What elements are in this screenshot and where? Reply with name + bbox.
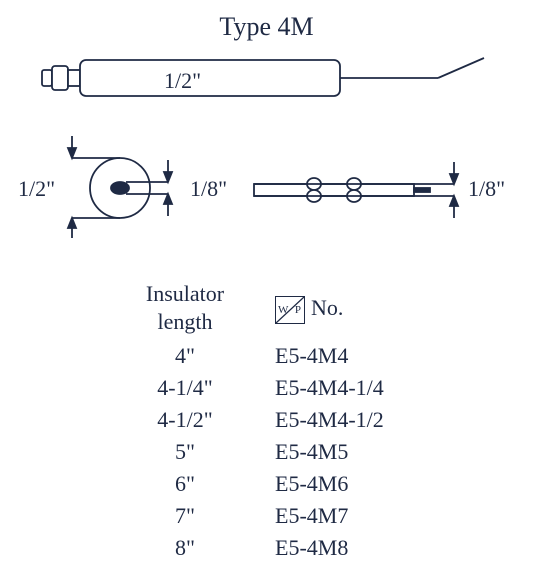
col2-header-label: No. xyxy=(311,295,343,320)
table-row: E5-4M4-1/2 xyxy=(275,404,455,436)
col1-header: Insulator length xyxy=(95,280,275,340)
wp-w: W xyxy=(278,296,288,324)
table-row: 7" xyxy=(95,500,275,532)
table-row: 4-1/4" xyxy=(95,372,275,404)
table-row: E5-4M5 xyxy=(275,436,455,468)
table-row: E5-4M7 xyxy=(275,500,455,532)
col2-header: W P No. xyxy=(275,280,455,340)
body-diameter-label: 1/2" xyxy=(164,68,201,94)
spec-table: Insulator length 4" 4-1/4" 4-1/2" 5" 6" … xyxy=(95,280,455,564)
table-row: E5-4M6 xyxy=(275,468,455,500)
side-thickness-label: 1/8" xyxy=(468,176,505,202)
side-view-diagram xyxy=(244,150,504,230)
table-row: 8" xyxy=(95,532,275,564)
front-diameter-label: 1/2" xyxy=(18,176,55,202)
col1-header-line1: Insulator xyxy=(146,281,224,306)
table-row: 4-1/2" xyxy=(95,404,275,436)
table-row: 4" xyxy=(95,340,275,372)
col1-header-line2: length xyxy=(158,309,213,334)
table-row: E5-4M8 xyxy=(275,532,455,564)
wp-icon: W P xyxy=(275,296,305,324)
front-center-label: 1/8" xyxy=(190,176,227,202)
table-row: E5-4M4-1/4 xyxy=(275,372,455,404)
table-row: 5" xyxy=(95,436,275,468)
table-col-partno: W P No. E5-4M4 E5-4M4-1/4 E5-4M4-1/2 E5-… xyxy=(275,280,455,564)
wp-p: P xyxy=(295,296,301,324)
main-electrode-diagram xyxy=(32,46,512,106)
table-col-insulator: Insulator length 4" 4-1/4" 4-1/2" 5" 6" … xyxy=(95,280,275,564)
table-row: E5-4M4 xyxy=(275,340,455,372)
table-row: 6" xyxy=(95,468,275,500)
page-title: Type 4M xyxy=(0,12,533,42)
